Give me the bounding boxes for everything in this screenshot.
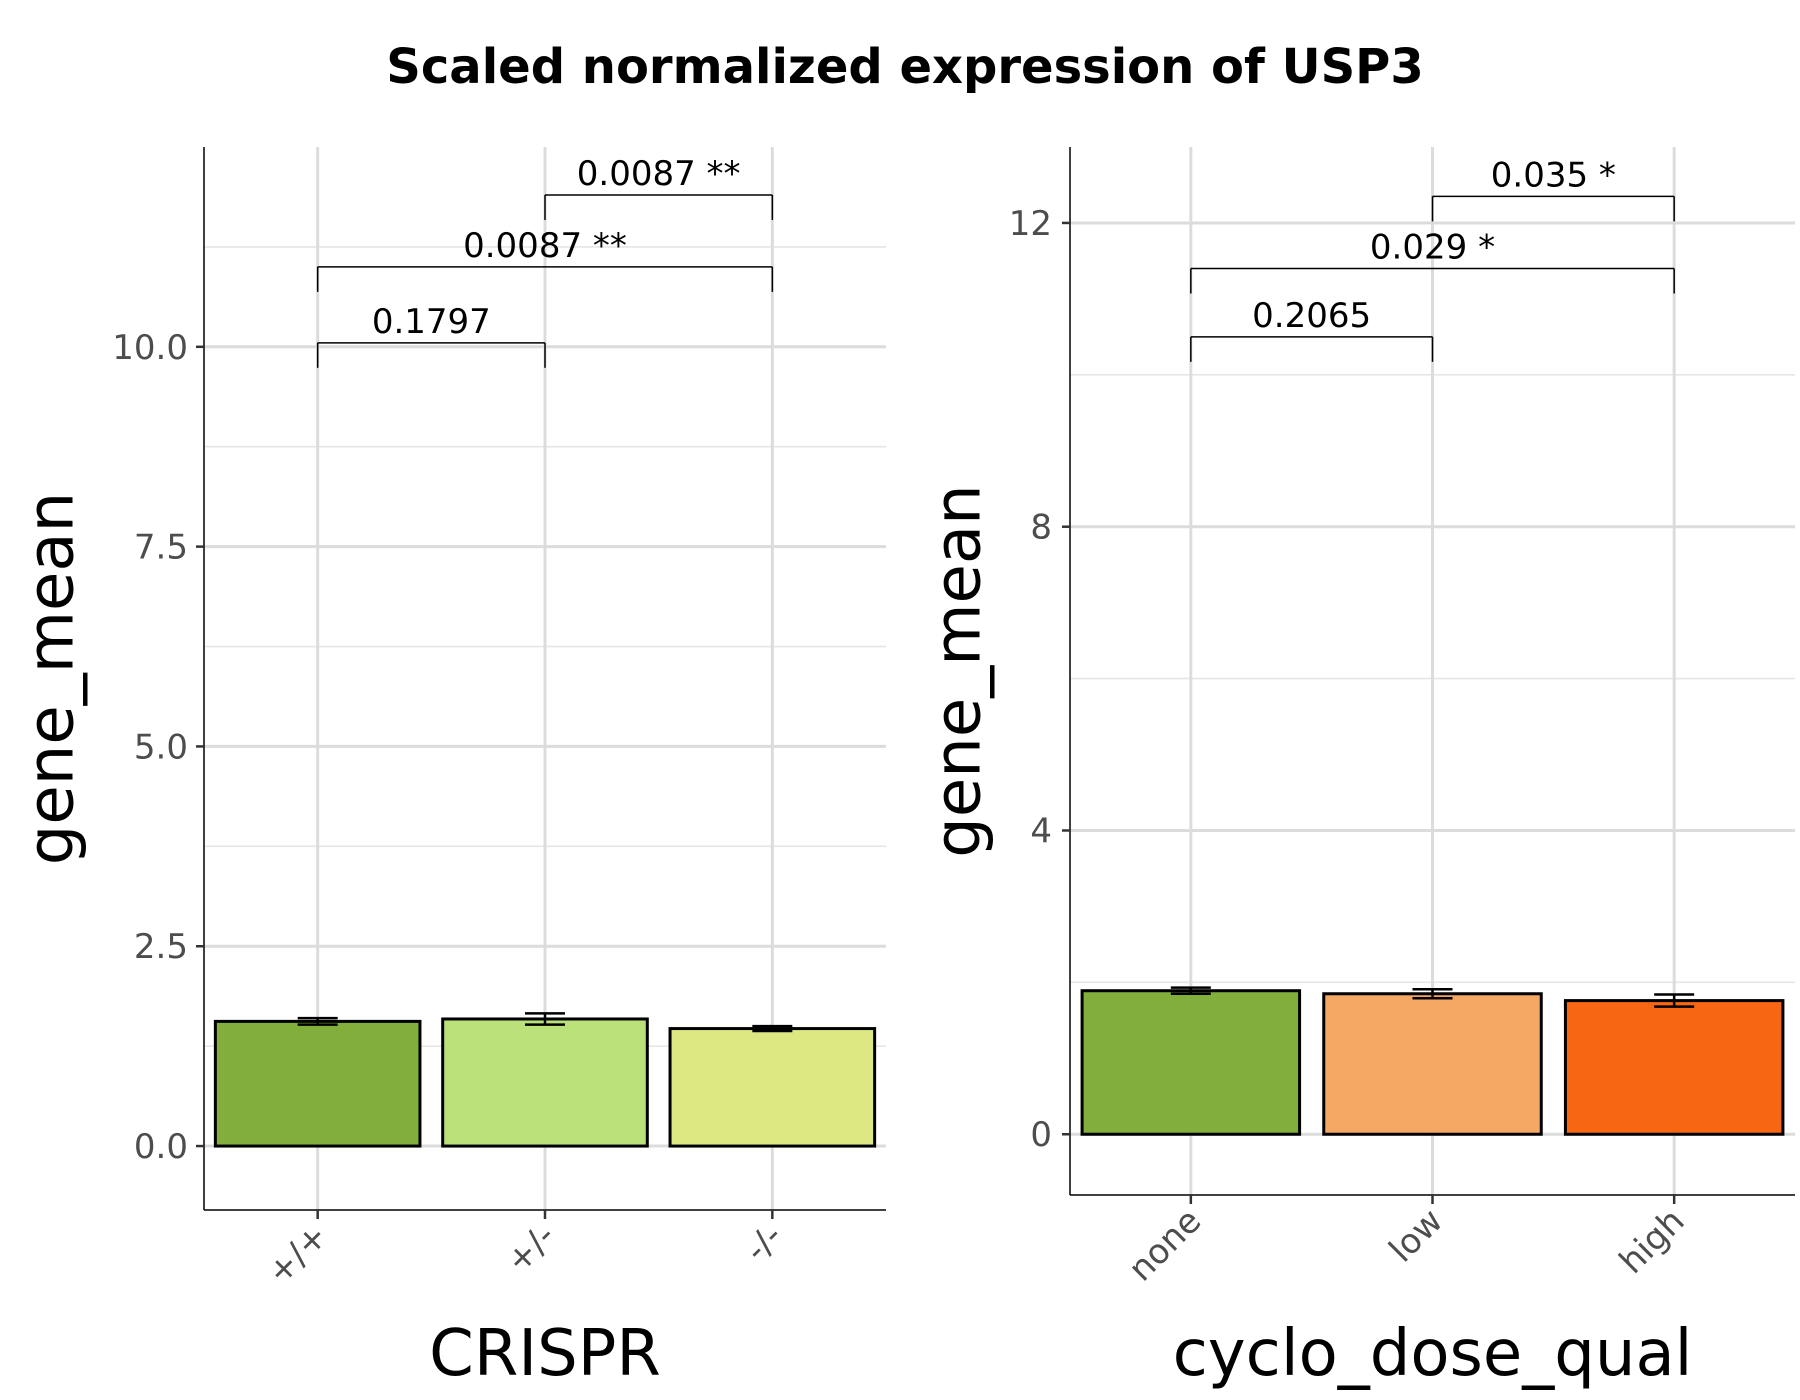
figure-title: Scaled normalized expression of USP3 (386, 39, 1423, 95)
crispr-y-axis-title: gene_mean (15, 492, 89, 865)
crispr-bar (441, 1017, 649, 1148)
crispr-comparison-label: 0.1797 (372, 302, 491, 342)
cyclo-dose-comparison-label: 0.035 * (1491, 155, 1616, 195)
cyclo-dose-bar (1563, 999, 1785, 1136)
cyclo-dose-x-axis-title: cyclo_dose_qual (1173, 1317, 1693, 1391)
cyclo-dose-y-tick-label: 0 (1030, 1115, 1052, 1155)
crispr-comparison-label: 0.0087 ** (577, 154, 741, 194)
crispr-y-tick-label: 0.0 (134, 1127, 188, 1167)
crispr-bar (213, 1019, 422, 1148)
crispr-y-tick-label: 5.0 (134, 727, 188, 767)
crispr-bar (668, 1027, 877, 1148)
crispr-y-tick-label: 10.0 (112, 328, 188, 368)
crispr-y-tick-label: 7.5 (134, 528, 188, 568)
cyclo-dose-y-tick-label: 8 (1030, 508, 1052, 548)
cyclo-dose-y-tick-label: 12 (1009, 204, 1052, 244)
cyclo-dose-bar (1322, 992, 1543, 1136)
cyclo-dose-comparison-label: 0.029 * (1370, 228, 1495, 268)
crispr-y-tick-label: 2.5 (134, 927, 188, 967)
crispr-comparison-label: 0.0087 ** (463, 226, 627, 266)
crispr-x-axis-title: CRISPR (429, 1317, 661, 1391)
cyclo-dose-bar (1080, 989, 1302, 1136)
cyclo-dose-y-tick-label: 4 (1030, 811, 1052, 851)
cyclo-dose-y-axis-title: gene_mean (922, 484, 996, 857)
cyclo-dose-comparison-label: 0.2065 (1252, 296, 1371, 336)
